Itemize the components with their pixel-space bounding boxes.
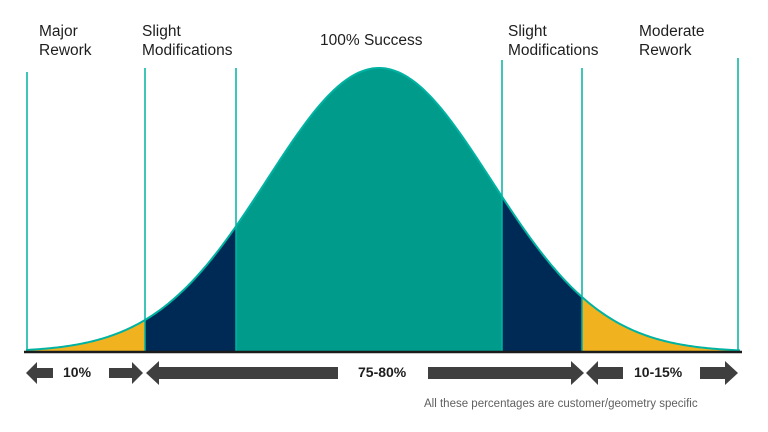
arrow-right-inner	[109, 362, 143, 384]
arrow-left-outer-right	[586, 361, 623, 385]
label-line: 100% Success	[320, 32, 423, 49]
label-major-rework: Major Rework	[39, 22, 92, 60]
label-slight-modifications-left: Slight Modifications	[142, 22, 232, 60]
label-moderate-rework: Moderate Rework	[639, 22, 704, 60]
label-slight-modifications-right: Slight Modifications	[508, 22, 598, 60]
arrow-left-outer	[26, 362, 53, 384]
label-success: 100% Success	[320, 31, 423, 50]
label-line: Slight	[142, 23, 181, 40]
label-line: Modifications	[142, 42, 233, 59]
arrow-right-outer	[700, 361, 738, 385]
percentage-right: 10-15%	[634, 364, 683, 380]
footnote: All these percentages are customer/geome…	[424, 398, 698, 410]
label-line: Major	[39, 23, 78, 40]
label-line: Slight	[508, 23, 547, 40]
arrow-right-mid	[428, 361, 584, 385]
label-line: Moderate	[639, 23, 705, 40]
label-line: Rework	[639, 42, 692, 59]
percentage-left: 10%	[63, 364, 92, 380]
success-region	[236, 68, 502, 352]
percentage-middle: 75-80%	[358, 364, 407, 380]
label-line: Modifications	[508, 42, 599, 59]
label-line: Rework	[39, 42, 92, 59]
range-arrows	[26, 361, 738, 385]
arrow-left-mid	[146, 361, 338, 385]
